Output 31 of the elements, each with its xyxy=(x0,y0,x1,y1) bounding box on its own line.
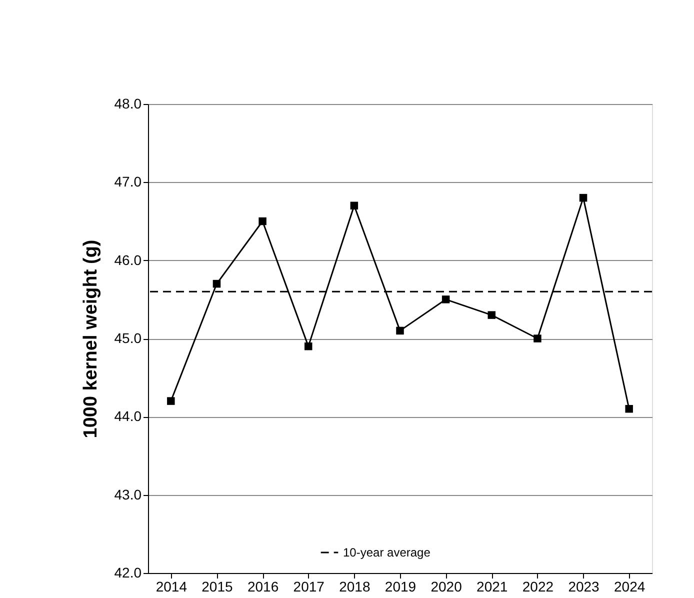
x-tick-label: 2023 xyxy=(568,578,600,594)
y-tick-label: 44.0 xyxy=(114,408,142,424)
y-tick-label: 48.0 xyxy=(114,96,142,112)
point xyxy=(167,397,175,405)
y-tick-label: 46.0 xyxy=(114,252,142,268)
point xyxy=(442,296,450,304)
point xyxy=(396,326,404,335)
point xyxy=(258,217,266,226)
y-tick-label: 42.0 xyxy=(114,564,142,580)
y-axis-title: 1000 kernel weight (g) xyxy=(80,240,102,438)
x-tick-label: 2018 xyxy=(339,578,370,594)
x-tick-label: 2015 xyxy=(202,578,234,594)
x-tick-label: 2020 xyxy=(430,578,462,594)
y-tick-label: 47.0 xyxy=(114,174,142,190)
x-tick-label: 2021 xyxy=(476,578,508,594)
y-tick-label: 45.0 xyxy=(114,330,142,346)
x-tick-label: 2022 xyxy=(522,578,554,594)
point xyxy=(350,202,358,210)
x-tick-label: 2024 xyxy=(614,578,646,594)
x-tick-label: 2014 xyxy=(156,578,188,594)
point xyxy=(579,194,588,202)
point xyxy=(488,311,496,319)
point xyxy=(304,342,312,350)
x-tick-label: 2019 xyxy=(384,578,416,594)
point xyxy=(625,404,633,413)
point xyxy=(212,280,221,288)
y-tick-label: 43.0 xyxy=(114,486,142,502)
point xyxy=(534,334,542,342)
x-tick-label: 2016 xyxy=(247,578,279,594)
x-tick-label: 2017 xyxy=(293,578,325,594)
legend-label: 10-year average xyxy=(343,546,431,560)
